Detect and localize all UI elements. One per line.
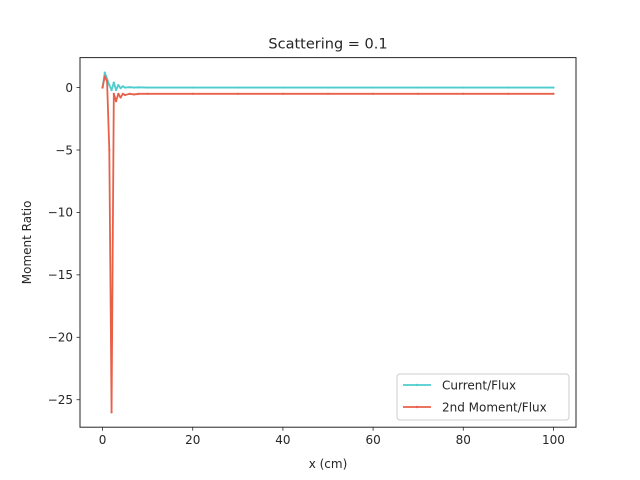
data-point-current-flux [114,88,118,92]
data-point-2nd-moment-flux [108,148,111,152]
data-point-current-flux [117,83,120,87]
legend-box [396,373,570,421]
data-point-2nd-moment-flux [101,86,104,89]
data-point-current-flux [137,86,140,89]
data-point-current-flux [112,81,115,84]
data-point-current-flux [123,86,127,89]
legend-label-2nd-moment-flux: 2nd Moment/Flux [442,401,547,415]
data-point-2nd-moment-flux [236,92,239,95]
data-point-current-flux [121,85,124,88]
y-tick-label: −25 [48,393,73,407]
data-point-2nd-moment-flux [117,92,120,95]
x-tick-label: 60 [365,433,380,447]
data-point-current-flux [108,83,111,87]
y-tick-label: −5 [55,143,73,157]
data-point-current-flux [191,86,194,89]
legend: Current/Flux 2nd Moment/Flux [396,373,570,421]
x-tick-label: 100 [542,433,565,447]
data-point-current-flux [371,86,375,89]
data-point-current-flux [110,88,113,92]
data-point-current-flux [236,86,239,89]
data-point-2nd-moment-flux [137,92,140,95]
series-line-2nd-moment-flux [101,75,554,414]
y-tick-label: 0 [65,81,73,95]
data-point-2nd-moment-flux [105,80,109,83]
legend-marker-current-flux [415,383,419,387]
data-point-current-flux [128,86,131,89]
data-point-current-flux [103,71,106,74]
legend-label-current-flux: Current/Flux [442,379,516,393]
data-point-2nd-moment-flux [114,100,118,103]
x-axis-label: x (cm) [309,457,348,471]
data-point-2nd-moment-flux [123,93,127,97]
x-axis-ticks: 0 20 40 60 80 100 [99,427,565,447]
data-point-2nd-moment-flux [103,75,106,78]
data-point-2nd-moment-flux [146,92,149,95]
y-tick-label: −20 [48,331,73,345]
data-point-2nd-moment-flux [281,92,285,95]
data-point-current-flux [146,86,149,89]
data-point-current-flux [462,86,465,89]
data-point-2nd-moment-flux [112,92,115,95]
data-point-2nd-moment-flux [326,92,330,95]
plot-frame [79,57,577,428]
data-point-2nd-moment-flux [507,92,510,95]
data-point-current-flux [417,86,420,89]
data-point-2nd-moment-flux [119,96,122,99]
y-tick-label: −15 [48,268,73,282]
y-tick-label: −10 [48,206,73,220]
data-point-current-flux [326,86,330,89]
series-layer [101,71,555,414]
data-point-current-flux [133,86,136,89]
data-point-2nd-moment-flux [417,92,420,95]
data-point-2nd-moment-flux [110,411,113,414]
x-tick-label: 40 [275,433,290,447]
data-point-2nd-moment-flux [552,92,555,95]
data-point-2nd-moment-flux [462,92,465,95]
chart-title: Scattering = 0.1 [268,37,387,53]
data-point-2nd-moment-flux [191,92,194,95]
x-tick-label: 20 [185,433,200,447]
data-point-current-flux [281,86,285,89]
x-tick-label: 80 [456,433,471,447]
x-tick-label: 0 [99,433,107,447]
data-point-current-flux [552,86,555,89]
plot-area [80,57,576,428]
y-axis-label: Moment Ratio [20,201,34,285]
data-point-2nd-moment-flux [371,92,375,95]
data-point-2nd-moment-flux [128,92,131,95]
legend-marker-2nd-moment-flux [415,405,419,409]
y-axis-ticks: 0 −5 −10 −15 −20 −25 [48,81,80,407]
data-point-2nd-moment-flux [133,93,136,96]
data-point-current-flux [507,86,510,89]
data-point-current-flux [119,87,122,90]
data-point-2nd-moment-flux [121,92,124,95]
